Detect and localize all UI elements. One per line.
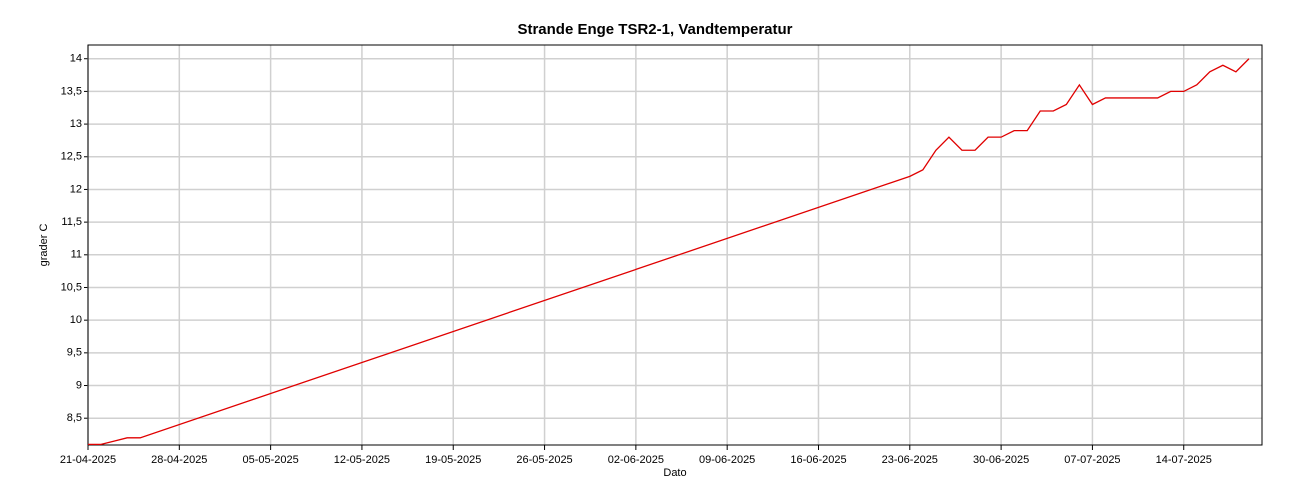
x-tick-label: 23-06-2025 <box>882 454 938 466</box>
y-tick-label: 12 <box>70 183 82 195</box>
x-tick-label: 26-05-2025 <box>516 454 572 466</box>
x-tick-label: 30-06-2025 <box>973 454 1029 466</box>
data-line <box>88 58 1250 445</box>
y-tick-label: 13 <box>70 118 82 130</box>
y-tick-label: 9 <box>76 379 82 391</box>
x-tick-label: 19-05-2025 <box>425 454 481 466</box>
y-tick-label: 14 <box>70 53 82 65</box>
y-tick-label: 8,5 <box>67 412 82 424</box>
x-tick-label: 16-06-2025 <box>790 454 846 466</box>
x-tick-label: 12-05-2025 <box>334 454 390 466</box>
y-axis-label: grader C <box>38 224 50 267</box>
x-tick-label: 09-06-2025 <box>699 454 755 466</box>
x-tick-label: 21-04-2025 <box>60 454 116 466</box>
plot-frame <box>87 44 1263 446</box>
x-tick-label: 05-05-2025 <box>242 454 298 466</box>
x-tick-label: 02-06-2025 <box>608 454 664 466</box>
y-tick-label: 11,5 <box>61 216 82 228</box>
y-tick-label: 13,5 <box>61 85 82 97</box>
y-tick-label: 12,5 <box>61 151 82 163</box>
x-axis-label: Dato <box>663 467 686 479</box>
y-tick-label: 10 <box>70 314 82 326</box>
x-tick-label: 28-04-2025 <box>151 454 207 466</box>
x-tick-label: 14-07-2025 <box>1156 454 1212 466</box>
y-tick-label: 10,5 <box>61 281 82 293</box>
chart-title: Strande Enge TSR2-1, Vandtemperatur <box>517 21 792 38</box>
x-tick-label: 07-07-2025 <box>1064 454 1120 466</box>
y-tick-label: 11 <box>71 249 82 261</box>
y-tick-label: 9,5 <box>67 347 82 359</box>
